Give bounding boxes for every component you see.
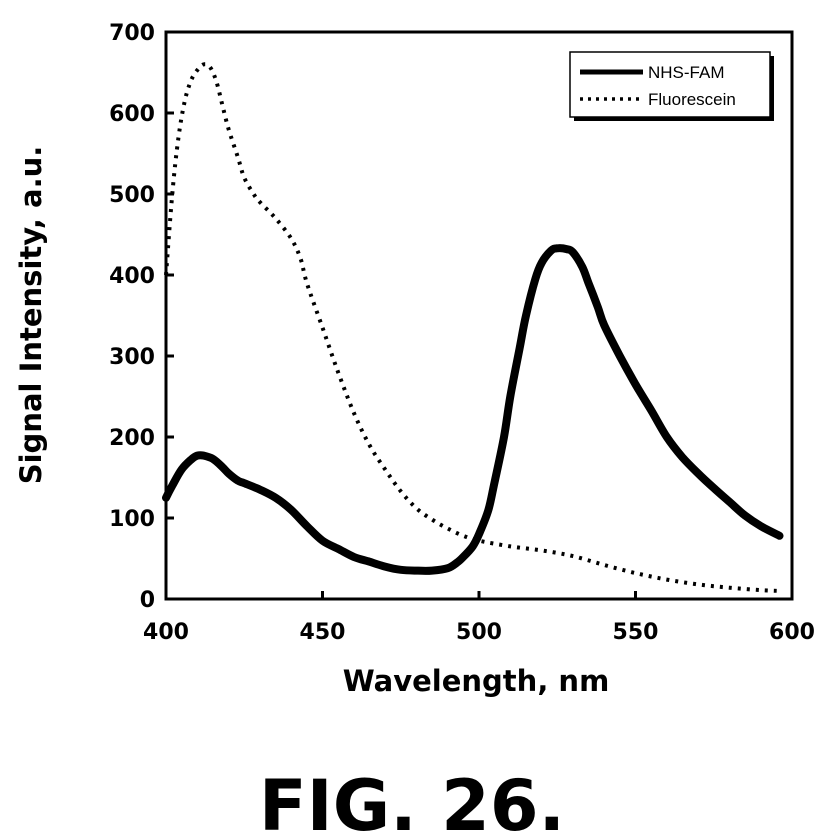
y-tick-label: 400 <box>109 264 155 289</box>
legend-box <box>569 51 771 118</box>
y-tick-label: 0 <box>140 588 155 613</box>
x-axis-ticks: 400 450 500 550 600 <box>143 591 815 645</box>
y-tick-label: 500 <box>109 183 155 208</box>
x-tick-label: 450 <box>300 620 346 645</box>
y-tick-label: 300 <box>109 345 155 370</box>
y-tick-label: 200 <box>109 426 155 451</box>
legend: NHS-FAM Fluorescein <box>569 51 774 121</box>
y-axis-title: Signal Intensity, a.u. <box>14 146 48 485</box>
figure-caption: FIG. 26. <box>259 765 565 839</box>
legend-label-fluorescein: Fluorescein <box>648 90 736 109</box>
y-tick-label: 600 <box>109 102 155 127</box>
legend-label-nhs-fam: NHS-FAM <box>648 63 725 82</box>
x-tick-label: 550 <box>613 620 659 645</box>
series-layer <box>162 62 784 593</box>
y-tick-label: 700 <box>109 21 155 46</box>
x-tick-label: 400 <box>143 620 189 645</box>
x-tick-label: 500 <box>456 620 502 645</box>
series-line-nhs-fam <box>162 244 784 575</box>
series-line-fluorescein <box>164 62 780 593</box>
x-tick-label: 600 <box>769 620 815 645</box>
y-tick-label: 100 <box>109 507 155 532</box>
x-axis-title: Wavelength, nm <box>343 664 610 698</box>
y-axis-ticks: 0 100 200 300 400 500 600 700 <box>109 21 174 613</box>
